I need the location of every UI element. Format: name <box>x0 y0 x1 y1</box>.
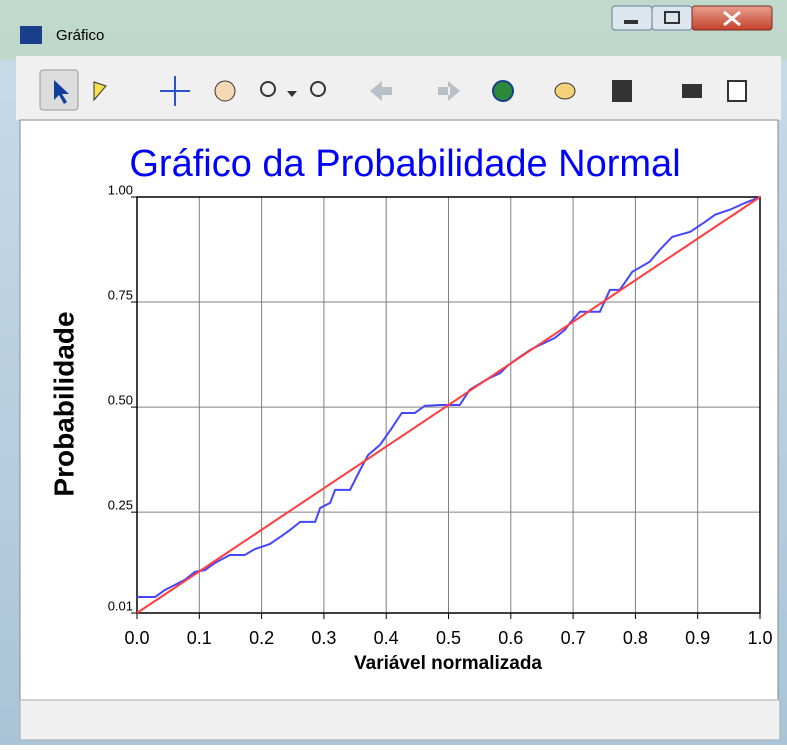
forward-tool[interactable] <box>438 81 460 101</box>
x-tick-label: 0.4 <box>374 628 399 648</box>
minimize-button[interactable] <box>611 5 653 31</box>
x-tick-label: 0.2 <box>249 628 274 648</box>
maximize-button[interactable] <box>651 5 693 31</box>
x-axis-label: Variável normalizada <box>354 653 542 674</box>
data-line <box>137 196 761 599</box>
zoom-dropdown[interactable] <box>287 91 297 97</box>
toolbar <box>16 56 781 120</box>
status-bar <box>19 699 781 741</box>
camera-tool[interactable] <box>682 84 702 98</box>
window-title: Gráfico <box>56 27 104 44</box>
maximize-icon <box>664 11 680 24</box>
table-tool[interactable] <box>727 80 747 102</box>
zoom-in-tool[interactable] <box>260 81 276 97</box>
y-axis-label: Probabilidade <box>48 311 79 496</box>
x-tick-label: 0.9 <box>685 628 710 648</box>
x-tick-label: 1.0 <box>747 628 772 648</box>
palette-tool[interactable] <box>554 82 576 100</box>
chart-title: Gráfico da Probabilidade Normal <box>129 143 680 185</box>
annotate-tool[interactable] <box>93 81 107 102</box>
globe-tool[interactable] <box>492 80 514 102</box>
x-tick-label: 0.0 <box>124 628 149 648</box>
pointer-icon <box>54 80 69 104</box>
x-tick-label: 0.7 <box>561 628 586 648</box>
close-icon <box>723 10 741 27</box>
x-tick-label: 0.8 <box>623 628 648 648</box>
pan-tool[interactable] <box>214 80 236 102</box>
crosshair-tool[interactable] <box>160 76 190 106</box>
x-tick-label: 0.1 <box>187 628 212 648</box>
y-tick-label: 0.50 <box>108 393 133 408</box>
zoom-out-tool[interactable] <box>310 81 326 97</box>
x-tick-label: 0.3 <box>311 628 336 648</box>
minimize-icon <box>624 20 638 24</box>
chart-panel <box>19 119 779 701</box>
save-tool[interactable] <box>612 80 632 102</box>
y-tick-label: 0.75 <box>108 287 133 302</box>
data-line <box>136 196 761 614</box>
y-tick-label: 1.00 <box>108 182 133 197</box>
y-tick-label: 0.01 <box>108 598 133 613</box>
plot-frame <box>136 196 761 614</box>
app-icon <box>20 26 42 44</box>
back-tool[interactable] <box>370 81 392 101</box>
plot: Gráfico da Probabilidade Normal Variável… <box>48 143 772 674</box>
y-tick-label: 0.25 <box>108 498 133 513</box>
x-tick-label: 0.5 <box>436 628 461 648</box>
x-tick-label: 0.6 <box>498 628 523 648</box>
